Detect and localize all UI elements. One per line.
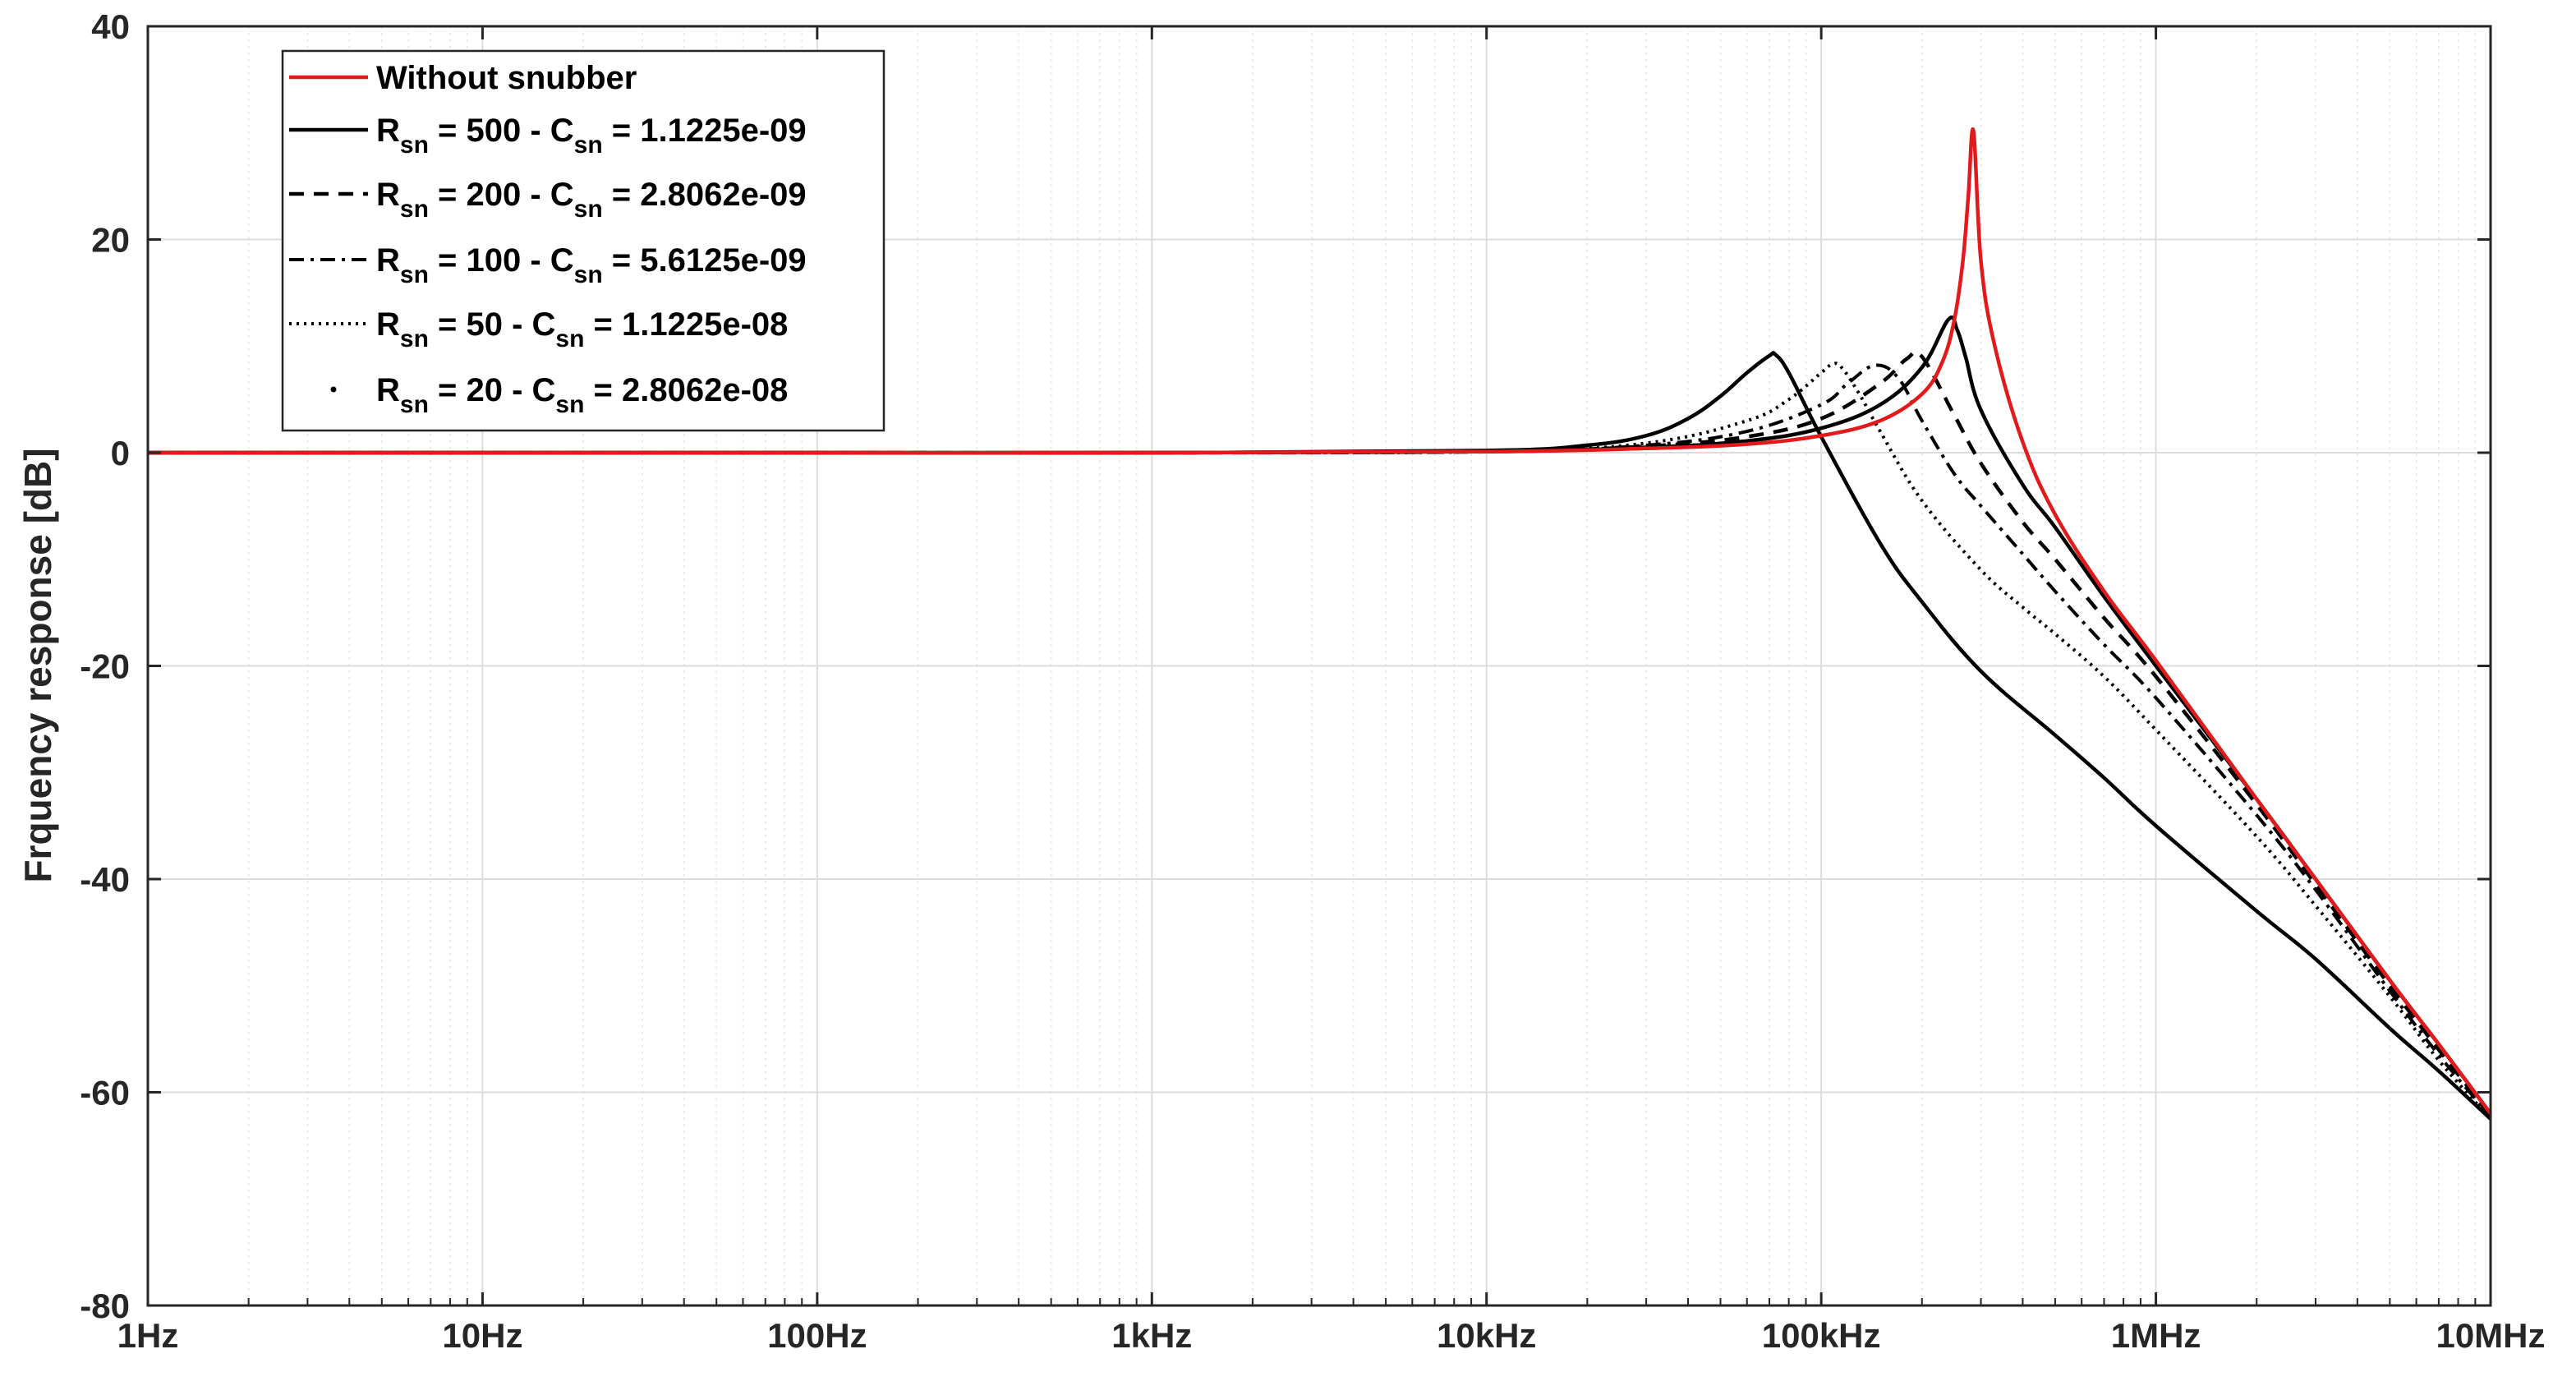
y-tick-label: -20: [80, 647, 130, 686]
legend-label: Rsn = 100 - Csn = 5.6125e-09: [376, 242, 807, 288]
legend-label: Rsn = 500 - Csn = 1.1225e-09: [376, 113, 807, 159]
x-tick-label: 100kHz: [1762, 1316, 1881, 1355]
y-tick-labels: 40 20 0 -20 -40 -60 -80: [80, 7, 130, 1325]
y-tick-label: -60: [80, 1074, 130, 1112]
x-tick-label: 10kHz: [1437, 1316, 1536, 1355]
series-line-3: [148, 349, 2492, 1117]
y-tick-label: -80: [80, 1287, 130, 1325]
legend: Without snubber Rsn = 500 - Csn = 1.1225e…: [281, 49, 886, 432]
y-axis-label: Frquency response [dB]: [16, 448, 59, 882]
y-tick-label: 0: [111, 434, 130, 472]
series-line-1: [148, 127, 2492, 1115]
series-layer: [148, 127, 2492, 1121]
legend-entry-1: Without snubber: [289, 60, 637, 96]
legend-box: [281, 49, 886, 432]
legend-entry-4: Rsn = 100 - Csn = 5.6125e-09: [289, 242, 807, 288]
legend-entry-6: Rsn = 20 - Csn = 2.8062e-08: [330, 372, 788, 418]
y-tick-label: 20: [91, 221, 130, 260]
series-line-5: [148, 361, 2492, 1121]
y-tick-label: 40: [91, 7, 130, 46]
legend-entry-2: Rsn = 500 - Csn = 1.1225e-09: [289, 113, 807, 159]
x-tick-labels: 1Hz 10Hz 100Hz 1kHz 10kHz 100kHz 1MHz 10MHz: [117, 1316, 2546, 1355]
legend-label: Rsn = 50 - Csn = 1.1225e-08: [376, 306, 788, 352]
x-tick-label: 1Hz: [117, 1316, 179, 1355]
legend-label: Rsn = 200 - Csn = 2.8062e-09: [376, 177, 807, 223]
x-tick-label: 100Hz: [767, 1316, 867, 1355]
x-tick-label: 1kHz: [1111, 1316, 1192, 1355]
legend-label: Rsn = 20 - Csn = 2.8062e-08: [376, 372, 788, 418]
legend-entry-5: Rsn = 50 - Csn = 1.1225e-08: [289, 306, 788, 352]
x-tick-label: 1MHz: [2111, 1316, 2201, 1355]
tick-marks: [146, 25, 2492, 1307]
y-tick-label: -40: [80, 860, 130, 899]
x-tick-label: 10Hz: [442, 1316, 522, 1355]
legend-entry-3: Rsn = 200 - Csn = 2.8062e-09: [289, 177, 807, 223]
legend-marker: [330, 386, 337, 393]
x-tick-label: 10MHz: [2436, 1316, 2545, 1355]
legend-label: Without snubber: [376, 60, 637, 96]
